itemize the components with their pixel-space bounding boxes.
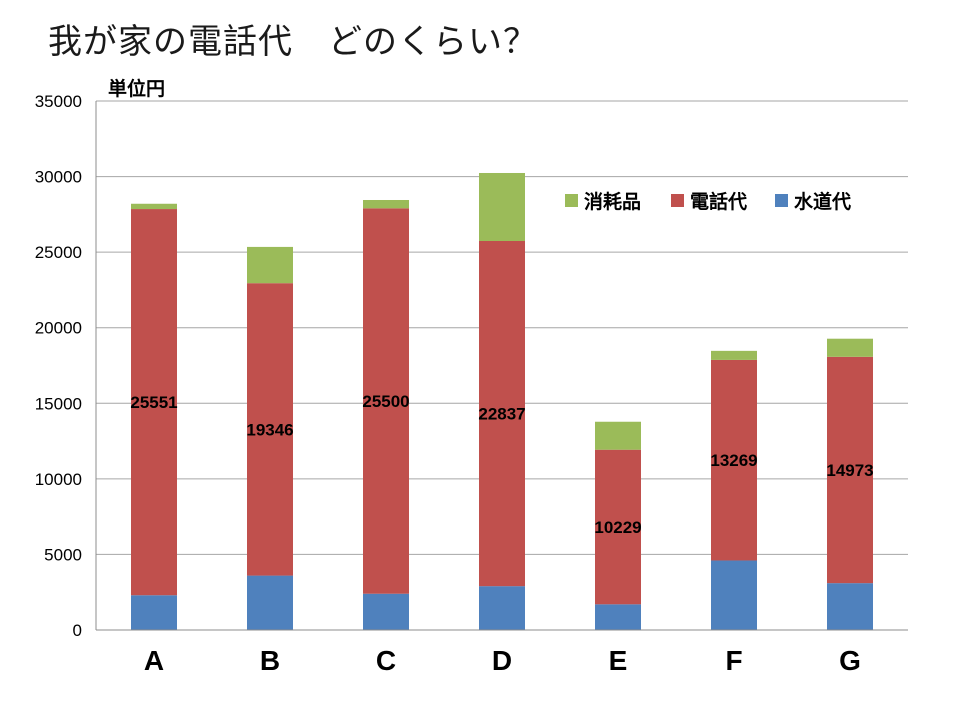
page-title: 我が家の電話代 どのくらい？ xyxy=(48,22,538,62)
bar-segment-E-3 xyxy=(595,421,641,450)
bar-segment-B-1 xyxy=(247,575,293,630)
bar-segment-C-2 xyxy=(363,208,409,594)
bar-segment-E-2 xyxy=(595,449,641,605)
legend-swatch xyxy=(565,194,578,207)
y-tick-label: 25000 xyxy=(35,243,82,262)
x-tick-label: F xyxy=(725,645,742,676)
x-tick-label: G xyxy=(839,645,861,676)
data-label: 25551 xyxy=(130,393,177,412)
legend-swatch xyxy=(775,194,788,207)
y-tick-label: 15000 xyxy=(35,394,82,413)
x-tick-label: A xyxy=(144,645,164,676)
y-tick-label: 20000 xyxy=(35,319,82,338)
bar-segment-G-3 xyxy=(827,338,873,357)
bar-segment-A-2 xyxy=(131,209,177,596)
bar-segment-G-2 xyxy=(827,356,873,584)
bar-segment-A-3 xyxy=(131,203,177,210)
data-label: 10229 xyxy=(594,518,641,537)
bar-segment-C-3 xyxy=(363,199,409,209)
data-label: 13269 xyxy=(710,451,757,470)
bar-segment-F-3 xyxy=(711,350,757,360)
bar-segment-B-2 xyxy=(247,283,293,576)
x-tick-label: B xyxy=(260,645,280,676)
legend-label: 電話代 xyxy=(690,190,747,213)
bar-segment-D-3 xyxy=(479,172,525,242)
data-label: 14973 xyxy=(826,461,873,480)
x-tick-label: E xyxy=(609,645,628,676)
bar-segment-E-1 xyxy=(595,604,641,630)
bar-segment-D-2 xyxy=(479,241,525,587)
y-tick-label: 0 xyxy=(73,621,82,640)
x-tick-label: C xyxy=(376,645,396,676)
bar-segment-G-1 xyxy=(827,583,873,630)
y-tick-label: 35000 xyxy=(35,92,82,111)
bar-segment-D-1 xyxy=(479,586,525,630)
legend-label: 消耗品 xyxy=(584,190,641,213)
y-axis-unit-label: 単位円 xyxy=(108,78,166,100)
data-label: 25500 xyxy=(362,392,409,411)
data-label: 22837 xyxy=(478,405,525,424)
data-label: 19346 xyxy=(246,420,293,439)
bar-segment-C-1 xyxy=(363,593,409,630)
bar-segment-B-3 xyxy=(247,246,293,284)
legend-label: 水道代 xyxy=(794,190,851,213)
bar-segment-A-1 xyxy=(131,595,177,630)
y-tick-label: 5000 xyxy=(44,545,82,564)
y-tick-label: 10000 xyxy=(35,470,82,489)
bar-segment-F-2 xyxy=(711,359,757,561)
y-tick-label: 30000 xyxy=(35,168,82,187)
x-tick-label: D xyxy=(492,645,512,676)
bar-segment-F-1 xyxy=(711,560,757,630)
legend-swatch xyxy=(671,194,684,207)
